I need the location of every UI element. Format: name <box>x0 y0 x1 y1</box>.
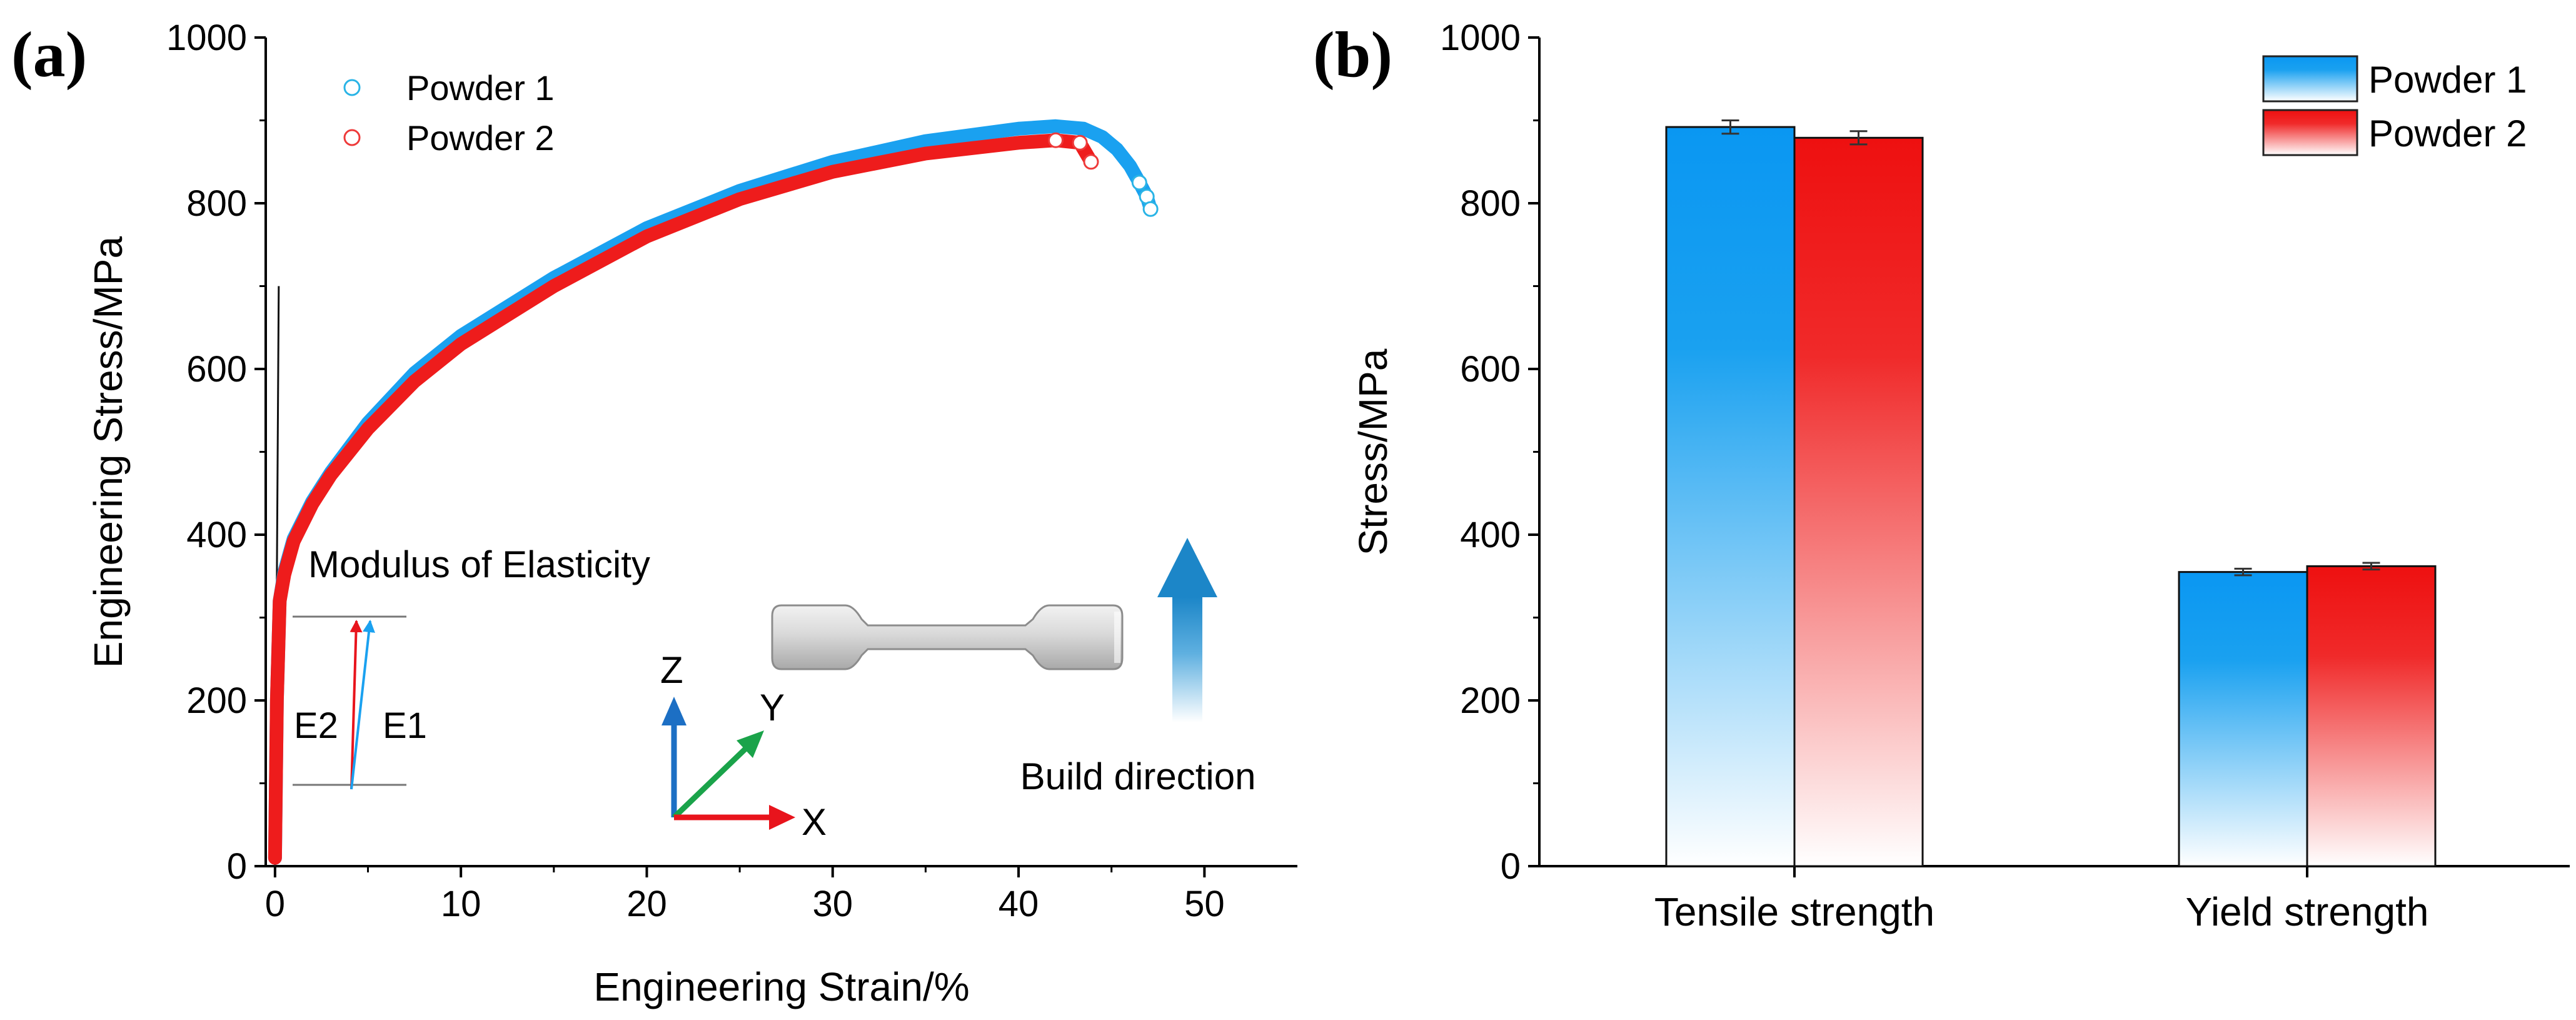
data-point-marker <box>1142 201 1159 217</box>
panel-b-y-label: Stress/MPa <box>1351 348 1396 555</box>
y-axis-shaft <box>672 740 754 820</box>
x-tick-label: 20 <box>626 884 667 924</box>
y-tick-label: 200 <box>186 680 247 721</box>
legend-label-powder-1: Powder 1 <box>406 68 555 108</box>
legend-label-powder-2: Powder 2 <box>406 118 555 158</box>
bar-powder-2-tensile-strength <box>1793 136 1924 867</box>
data-point-marker <box>1083 154 1099 170</box>
curve-powder-1 <box>268 119 1158 865</box>
legend-marker-powder-1 <box>343 79 361 96</box>
y-tick-label: 1000 <box>166 18 247 58</box>
e1-label: E1 <box>383 705 427 746</box>
panel-a-y-label: Engineering Stress/MPa <box>86 236 131 669</box>
modulus-annotation: Modulus of Elasticity E2 E1 <box>293 543 650 790</box>
y-tick-label: 600 <box>186 349 247 390</box>
panel-b-tag: (b) <box>1313 19 1392 91</box>
z-arrow-icon <box>662 697 687 725</box>
panel-a-x-label: Engineering Strain/% <box>593 964 969 1009</box>
y-label: Y <box>760 687 785 729</box>
panel-a-y-ticks: 0 200 400 600 800 1000 <box>166 18 266 887</box>
data-point-marker <box>1131 174 1147 191</box>
panel-b: (b) 0 200 400 600 800 1000 Tensile strength Yi… <box>1313 18 2570 934</box>
x-tick-label: 0 <box>265 884 285 924</box>
y-tick-label: 800 <box>1460 183 1521 224</box>
legend-label-powder-2: Powder 2 <box>2368 113 2527 154</box>
x-tick-label: 10 <box>441 884 481 924</box>
modulus-label: Modulus of Elasticity <box>308 543 650 585</box>
tensile-specimen-icon <box>771 604 1124 670</box>
legend-marker-powder-2 <box>343 129 361 146</box>
y-tick-label: 400 <box>1460 515 1521 555</box>
legend-swatch-powder-2 <box>2262 109 2358 156</box>
y-tick-label: 800 <box>186 183 247 224</box>
y-tick-label: 600 <box>1460 349 1521 390</box>
e2-label: E2 <box>294 705 338 746</box>
panel-b-legend: Powder 1 Powder 2 <box>2262 55 2527 156</box>
panel-a: (a) 0 200 400 600 800 1000 0 10 20 30 40 50 Engine… <box>11 18 1297 1009</box>
x-arrow-icon <box>769 805 795 830</box>
legend-label-powder-1: Powder 1 <box>2368 59 2527 101</box>
strength-bars <box>1665 119 2437 867</box>
y-tick-label: 200 <box>1460 680 1521 721</box>
panel-a-legend: Powder 1 Powder 2 <box>343 68 555 158</box>
panel-a-x-ticks: 0 10 20 30 40 50 <box>265 866 1225 924</box>
stress-strain-curves <box>268 119 1159 865</box>
z-label: Z <box>660 649 683 691</box>
y-arrow-icon <box>737 730 764 758</box>
data-point-marker <box>1048 132 1064 148</box>
build-direction-arrow-icon <box>1157 538 1217 722</box>
curve-powder-2 <box>268 133 1098 865</box>
bar-powder-1-yield-strength <box>2178 571 2308 867</box>
x-tick-label: 30 <box>812 884 853 924</box>
x-tick-label: Yield strength <box>2186 889 2429 934</box>
x-tick-label: Tensile strength <box>1654 889 1935 934</box>
build-direction-label: Build direction <box>1020 755 1256 797</box>
x-tick-label: 40 <box>999 884 1039 924</box>
bar-powder-2-yield-strength <box>2306 565 2437 867</box>
e2-arrow-icon <box>350 620 363 790</box>
x-label: X <box>802 801 827 843</box>
y-tick-label: 400 <box>186 515 247 555</box>
bar-powder-1-tensile-strength <box>1665 126 1796 867</box>
y-tick-label: 1000 <box>1440 18 1521 58</box>
y-tick-label: 0 <box>1501 846 1521 887</box>
data-point-marker <box>1072 134 1088 151</box>
panel-a-tag: (a) <box>11 19 87 91</box>
coordinate-axes-icon: Z Y X <box>660 649 827 843</box>
e1-arrow-icon <box>350 620 375 790</box>
x-tick-label: 50 <box>1184 884 1225 924</box>
legend-swatch-powder-1 <box>2262 55 2358 103</box>
y-tick-label: 0 <box>227 846 247 887</box>
panel-b-x-ticks: Tensile strength Yield strength <box>1654 866 2429 934</box>
panel-b-y-ticks: 0 200 400 600 800 1000 <box>1440 18 1539 887</box>
